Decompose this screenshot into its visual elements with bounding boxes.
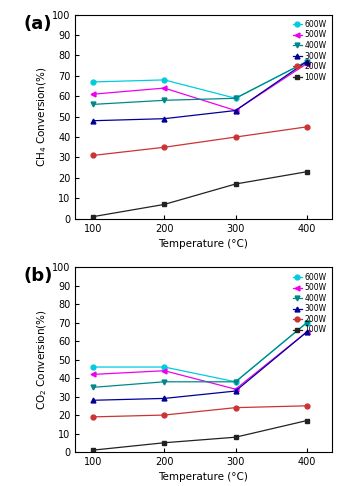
600W bbox=[234, 379, 238, 385]
500W bbox=[162, 368, 166, 374]
600W bbox=[91, 364, 95, 370]
400W bbox=[162, 97, 166, 103]
200W bbox=[234, 405, 238, 411]
200W bbox=[162, 144, 166, 150]
100W bbox=[91, 447, 95, 453]
500W bbox=[305, 329, 309, 335]
300W bbox=[234, 388, 238, 394]
Line: 200W: 200W bbox=[91, 403, 309, 419]
400W bbox=[305, 59, 309, 65]
X-axis label: Temperature (°C): Temperature (°C) bbox=[159, 472, 248, 483]
100W bbox=[91, 214, 95, 220]
Line: 300W: 300W bbox=[91, 59, 309, 123]
100W bbox=[234, 181, 238, 187]
Legend: 600W, 500W, 400W, 300W, 200W, 100W: 600W, 500W, 400W, 300W, 200W, 100W bbox=[291, 271, 328, 336]
Y-axis label: CO$_2$ Conversion(%): CO$_2$ Conversion(%) bbox=[36, 309, 49, 410]
500W bbox=[91, 371, 95, 377]
600W bbox=[305, 320, 309, 326]
100W bbox=[162, 202, 166, 208]
200W bbox=[305, 403, 309, 409]
Line: 600W: 600W bbox=[91, 59, 309, 101]
500W bbox=[234, 386, 238, 392]
400W bbox=[162, 379, 166, 385]
Legend: 600W, 500W, 400W, 300W, 200W, 100W: 600W, 500W, 400W, 300W, 200W, 100W bbox=[291, 18, 328, 83]
300W bbox=[305, 59, 309, 65]
Y-axis label: CH$_4$ Conversion(%): CH$_4$ Conversion(%) bbox=[36, 67, 49, 167]
500W bbox=[162, 85, 166, 91]
100W bbox=[305, 417, 309, 423]
400W bbox=[234, 95, 238, 101]
400W bbox=[91, 102, 95, 107]
200W bbox=[162, 412, 166, 418]
200W bbox=[305, 124, 309, 130]
Line: 600W: 600W bbox=[91, 320, 309, 384]
X-axis label: Temperature (°C): Temperature (°C) bbox=[159, 239, 248, 249]
400W bbox=[305, 320, 309, 326]
100W bbox=[162, 440, 166, 446]
Line: 100W: 100W bbox=[91, 169, 309, 219]
400W bbox=[91, 384, 95, 390]
Line: 300W: 300W bbox=[91, 330, 309, 403]
300W bbox=[91, 118, 95, 123]
600W bbox=[162, 77, 166, 83]
Line: 500W: 500W bbox=[91, 330, 309, 392]
300W bbox=[162, 396, 166, 401]
600W bbox=[234, 95, 238, 101]
Text: (a): (a) bbox=[24, 15, 52, 33]
500W bbox=[305, 61, 309, 67]
Line: 500W: 500W bbox=[91, 61, 309, 113]
600W bbox=[305, 59, 309, 65]
300W bbox=[162, 116, 166, 122]
600W bbox=[91, 79, 95, 85]
Line: 200W: 200W bbox=[91, 124, 309, 158]
300W bbox=[234, 107, 238, 113]
200W bbox=[91, 153, 95, 158]
Line: 100W: 100W bbox=[91, 418, 309, 452]
Line: 400W: 400W bbox=[91, 59, 309, 107]
600W bbox=[162, 364, 166, 370]
300W bbox=[305, 329, 309, 335]
100W bbox=[305, 169, 309, 174]
100W bbox=[234, 434, 238, 440]
400W bbox=[234, 379, 238, 385]
Text: (b): (b) bbox=[24, 267, 53, 285]
Line: 400W: 400W bbox=[91, 320, 309, 390]
200W bbox=[91, 414, 95, 420]
500W bbox=[234, 107, 238, 113]
500W bbox=[91, 91, 95, 97]
300W bbox=[91, 398, 95, 403]
200W bbox=[234, 134, 238, 140]
